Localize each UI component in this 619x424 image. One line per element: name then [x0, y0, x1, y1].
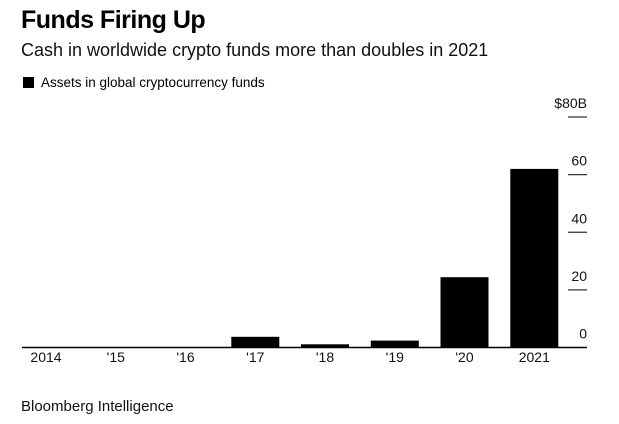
y-tick-label: 0	[579, 326, 587, 342]
chart-title: Funds Firing Up	[21, 6, 206, 34]
legend-swatch	[23, 77, 34, 88]
legend: Assets in global cryptocurrency funds	[23, 75, 265, 90]
y-tick-label: 60	[571, 153, 587, 169]
x-tick-label: '18	[316, 349, 334, 365]
bar-2021	[510, 168, 559, 348]
x-tick-label: '16	[176, 349, 194, 365]
bar-17	[231, 336, 280, 348]
bar-20	[440, 277, 489, 348]
x-tick-label: '17	[246, 349, 264, 365]
chart-subtitle: Cash in worldwide crypto funds more than…	[21, 40, 489, 60]
x-tick-label: 2021	[519, 349, 550, 365]
x-tick-label: '15	[107, 349, 125, 365]
y-tick-label: 40	[571, 210, 587, 226]
source-note: Bloomberg Intelligence	[21, 398, 174, 415]
x-tick-label: '20	[455, 349, 473, 365]
y-tick-label: 20	[571, 268, 587, 284]
legend-label: Assets in global cryptocurrency funds	[41, 75, 265, 90]
x-axis: 2014 '15 '16 '17 '18 '19 '20 2021	[22, 346, 587, 365]
x-tick-label: 2014	[30, 349, 61, 365]
bar-19	[370, 340, 419, 348]
bar-18	[301, 344, 349, 348]
x-tick-label: '19	[386, 349, 404, 365]
bars-group	[22, 168, 559, 348]
y-axis: 0 20 40 60 $80B	[554, 95, 587, 342]
y-tick-label: $80B	[554, 95, 587, 111]
